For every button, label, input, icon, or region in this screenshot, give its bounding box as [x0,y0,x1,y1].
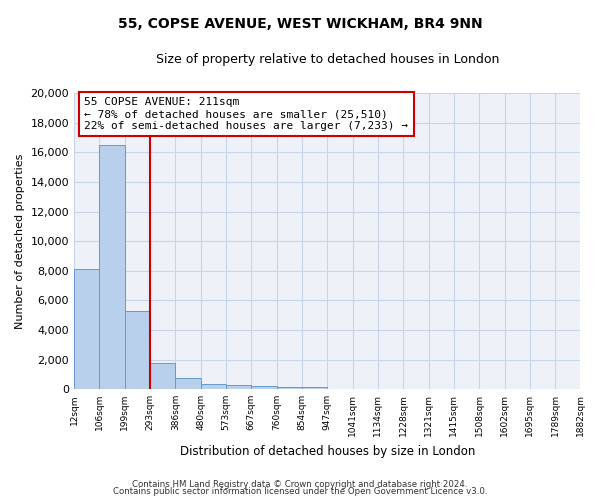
Text: Contains public sector information licensed under the Open Government Licence v3: Contains public sector information licen… [113,487,487,496]
Text: Contains HM Land Registry data © Crown copyright and database right 2024.: Contains HM Land Registry data © Crown c… [132,480,468,489]
Y-axis label: Number of detached properties: Number of detached properties [15,154,25,329]
Bar [175,378,200,389]
Bar [302,387,327,389]
Bar [251,386,277,389]
X-axis label: Distribution of detached houses by size in London: Distribution of detached houses by size … [179,444,475,458]
Bar [150,364,175,389]
Bar [277,386,302,389]
Text: 55, COPSE AVENUE, WEST WICKHAM, BR4 9NN: 55, COPSE AVENUE, WEST WICKHAM, BR4 9NN [118,18,482,32]
Text: 55 COPSE AVENUE: 211sqm
← 78% of detached houses are smaller (25,510)
22% of sem: 55 COPSE AVENUE: 211sqm ← 78% of detache… [84,98,408,130]
Bar [74,269,100,389]
Title: Size of property relative to detached houses in London: Size of property relative to detached ho… [155,52,499,66]
Bar [200,384,226,389]
Bar [125,310,150,389]
Bar [226,385,251,389]
Bar [100,145,125,389]
